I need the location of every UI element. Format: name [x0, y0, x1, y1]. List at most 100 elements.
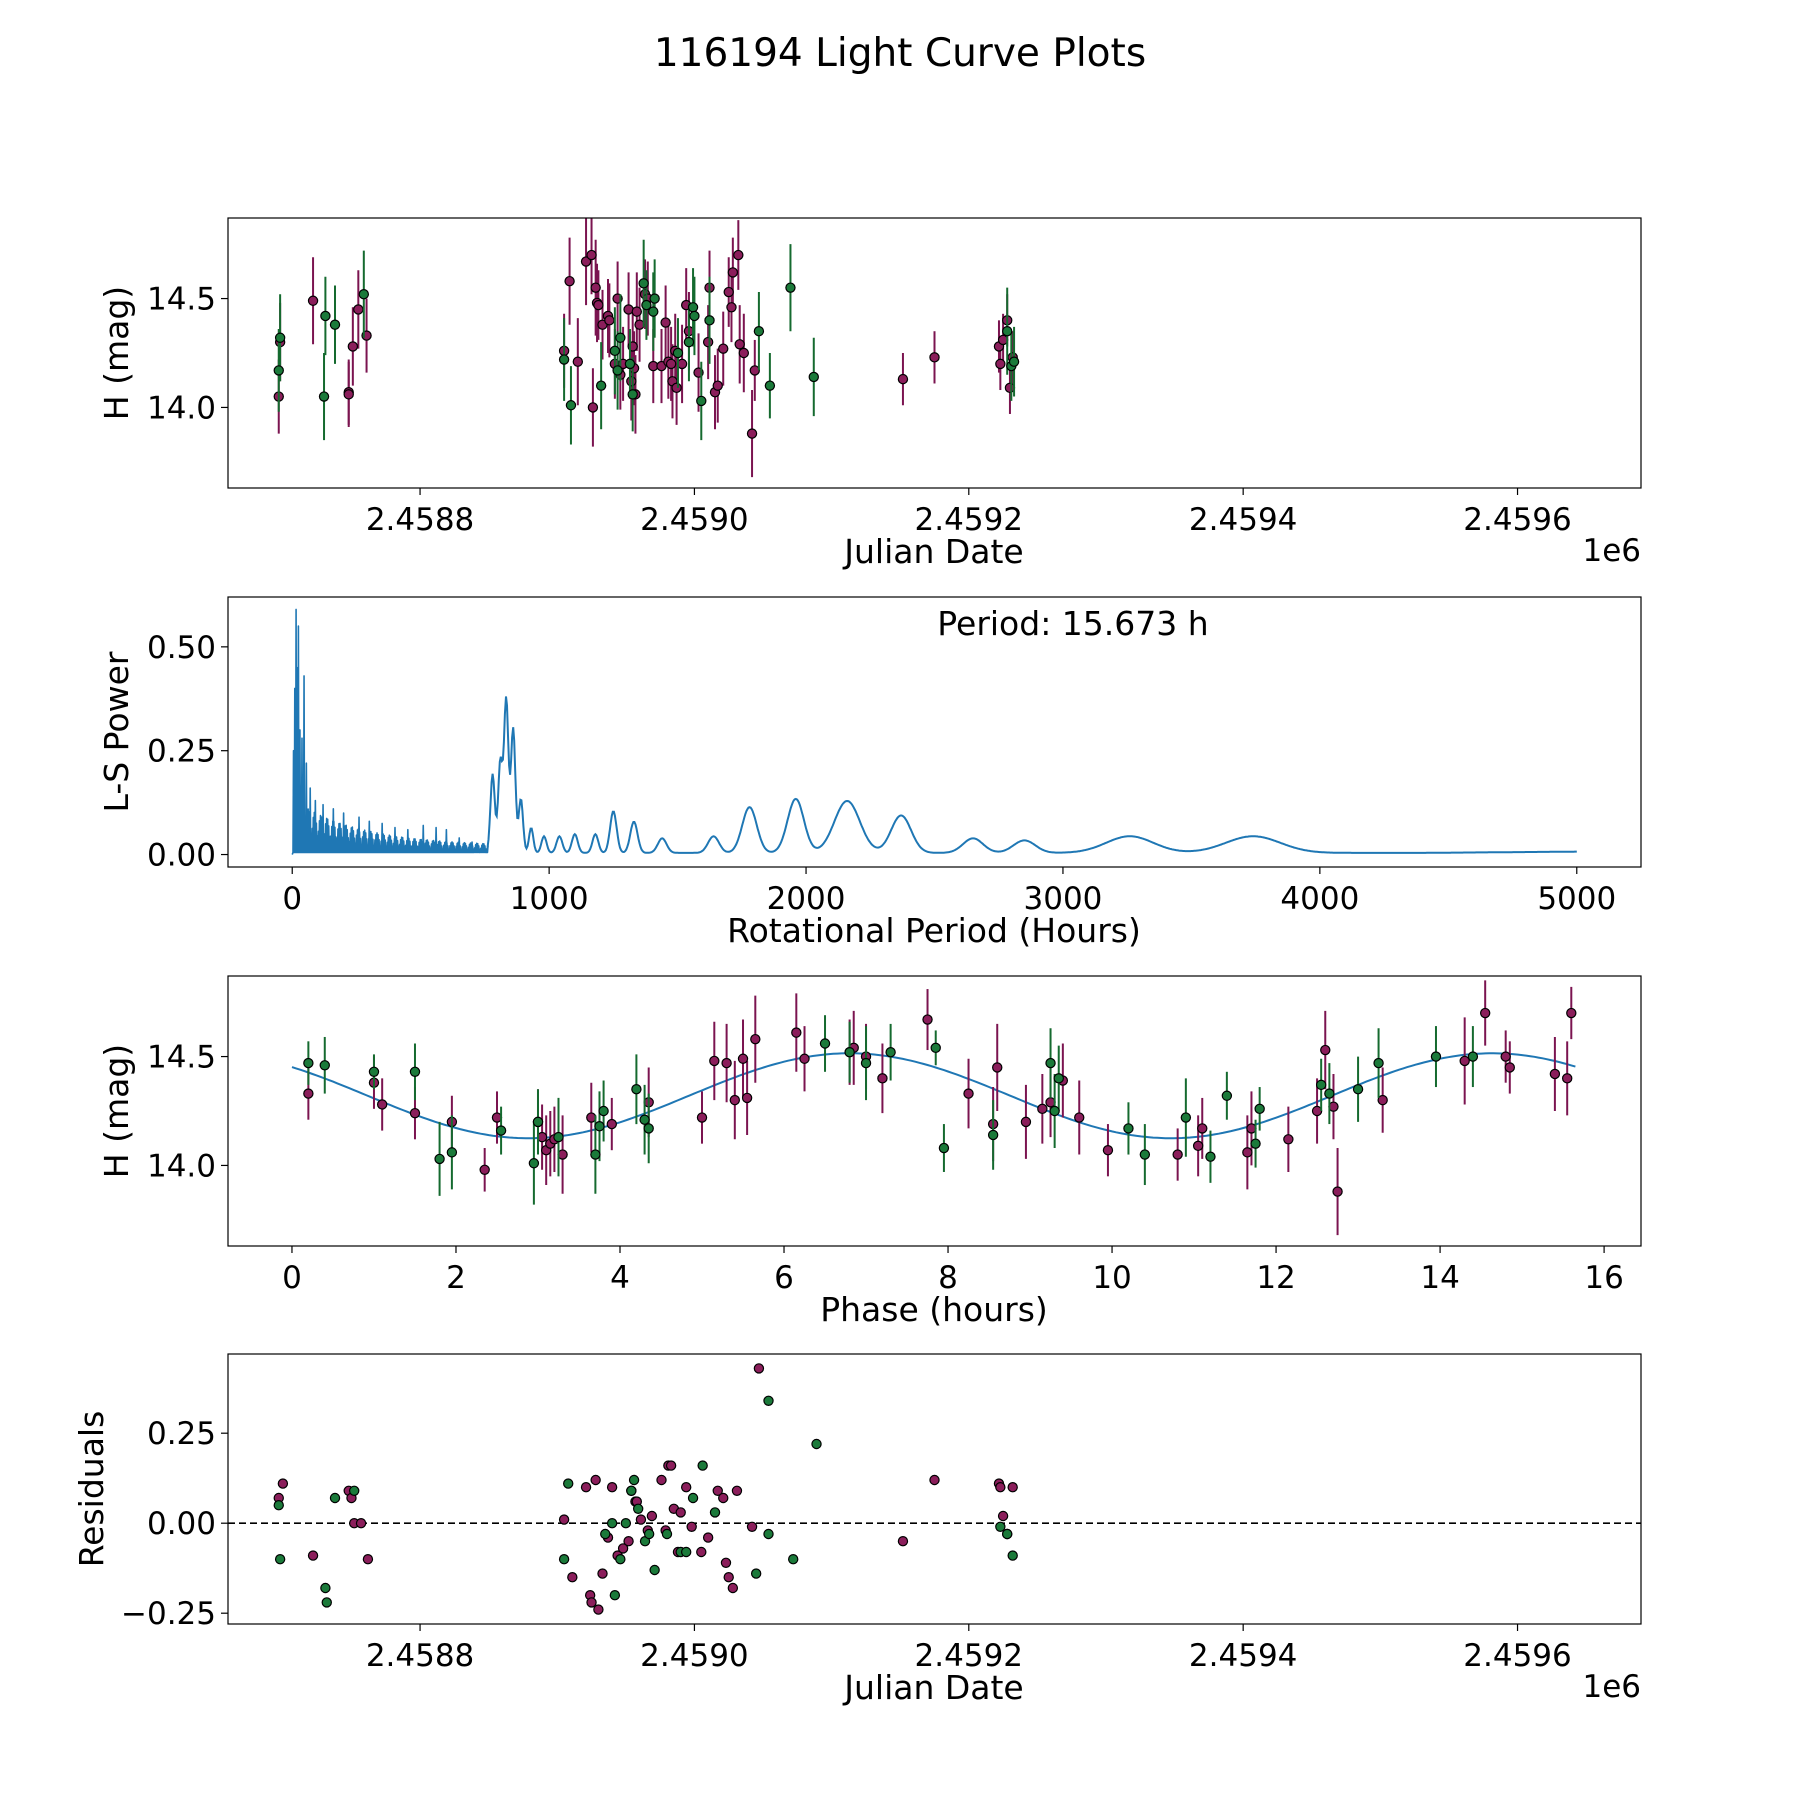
phase-panel: 0 2 4 6 8 10 12 14 16 14.0 14.5 Phase (hours) H (m…	[97, 975, 1642, 1329]
data-point	[558, 354, 570, 365]
y-tick-label: 0.00	[147, 1506, 216, 1542]
y-tick-label: 0.50	[147, 630, 216, 666]
data-point	[604, 315, 615, 326]
data-point	[376, 1099, 388, 1110]
data-point	[1324, 1088, 1335, 1099]
scatter-group	[303, 980, 1577, 1236]
periodogram-plot-area	[291, 608, 1577, 855]
data-point	[844, 1047, 855, 1058]
data-point	[1467, 1051, 1479, 1062]
data-point	[1373, 1057, 1384, 1069]
periodogram-xlabel: Rotational Period (Hours)	[727, 911, 1141, 950]
data-point	[938, 1142, 950, 1154]
data-point	[696, 395, 707, 407]
data-point	[723, 1571, 734, 1583]
x-tick-label: 2.4594	[1189, 1638, 1297, 1674]
data-point	[1139, 1149, 1151, 1160]
data-point	[595, 380, 607, 391]
data-point	[624, 358, 636, 370]
data-point	[620, 1517, 632, 1529]
data-point	[672, 347, 684, 359]
data-point	[696, 1112, 708, 1123]
data-point	[733, 249, 744, 261]
data-point	[580, 256, 592, 267]
x-tick-label: 8	[938, 1260, 958, 1296]
data-point	[598, 1105, 609, 1117]
x-tick-label: 2.4594	[1189, 502, 1297, 538]
data-point	[623, 1535, 634, 1547]
data-point	[528, 1158, 540, 1169]
periodogram-spikes	[291, 608, 489, 855]
data-point	[446, 1147, 458, 1158]
data-point	[1320, 1044, 1331, 1056]
data-point	[764, 380, 776, 391]
data-point	[723, 286, 734, 298]
data-point	[641, 299, 652, 311]
data-point	[1352, 1084, 1364, 1095]
data-point	[626, 1485, 637, 1497]
data-point	[635, 1514, 647, 1525]
y-tick-label: 0.25	[147, 734, 216, 770]
residuals-panel: 2.4588 2.4590 2.4592 2.4594 2.4596 −0.25 0.00 0…	[72, 1353, 1642, 1707]
data-point	[660, 317, 671, 328]
data-point	[689, 310, 700, 322]
lightcurve-plot-area	[273, 218, 1020, 478]
data-point	[617, 1543, 629, 1554]
data-point	[648, 306, 659, 317]
data-point	[897, 373, 909, 385]
data-point	[590, 282, 601, 293]
data-point	[362, 1553, 374, 1565]
data-point	[930, 1042, 941, 1054]
data-point	[731, 1485, 743, 1497]
x-tick-label: 10	[1092, 1260, 1131, 1296]
data-point	[1053, 1073, 1064, 1084]
data-point	[808, 371, 819, 383]
data-point	[656, 1474, 667, 1486]
data-point	[615, 1553, 626, 1565]
data-point	[1002, 1528, 1013, 1540]
data-point	[1192, 1140, 1204, 1152]
data-point	[987, 1129, 999, 1141]
data-point	[590, 1474, 601, 1486]
y-tick-label: 14.5	[147, 1040, 216, 1076]
data-point	[1205, 1151, 1216, 1162]
data-point	[409, 1107, 421, 1119]
data-point	[643, 1123, 654, 1134]
x-tick-label: 2000	[767, 881, 846, 917]
data-point	[1020, 1116, 1032, 1128]
data-point	[785, 282, 796, 293]
data-point	[1479, 1007, 1491, 1019]
phase-axes-frame	[227, 975, 1642, 1247]
data-point	[897, 1535, 909, 1547]
data-point	[593, 1604, 604, 1615]
x-tick-label: 1000	[510, 881, 589, 917]
data-point	[671, 382, 682, 394]
x-tick-label: 2.4596	[1463, 502, 1571, 538]
data-point	[1074, 1112, 1085, 1123]
data-point	[1123, 1123, 1134, 1134]
data-point	[712, 380, 723, 391]
data-point	[687, 1492, 699, 1504]
data-point	[1459, 1055, 1470, 1067]
x-tick-label: 2.4588	[366, 1638, 474, 1674]
data-point	[877, 1073, 888, 1084]
data-point	[741, 1092, 753, 1104]
data-point	[567, 1571, 578, 1583]
data-point	[358, 289, 370, 300]
data-point	[734, 339, 745, 350]
data-point	[661, 1528, 673, 1540]
data-point	[368, 1066, 380, 1078]
data-point	[791, 1027, 802, 1038]
data-point	[686, 1521, 697, 1533]
lightcurve-ylabel: H (mag)	[97, 286, 136, 420]
y-tick-label: 14.0	[147, 390, 216, 426]
data-point	[1561, 1073, 1573, 1084]
data-point	[1254, 1103, 1265, 1115]
data-point	[1007, 1550, 1018, 1561]
data-point	[819, 1038, 831, 1049]
scatter-group	[273, 218, 1020, 478]
data-point	[587, 402, 599, 413]
scatter-group	[273, 1363, 1018, 1615]
data-point	[631, 1084, 642, 1095]
